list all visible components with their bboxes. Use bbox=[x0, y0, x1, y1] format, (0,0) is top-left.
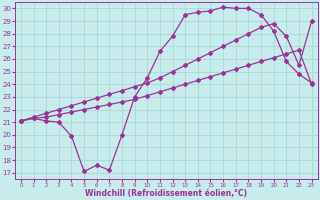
X-axis label: Windchill (Refroidissement éolien,°C): Windchill (Refroidissement éolien,°C) bbox=[85, 189, 247, 198]
